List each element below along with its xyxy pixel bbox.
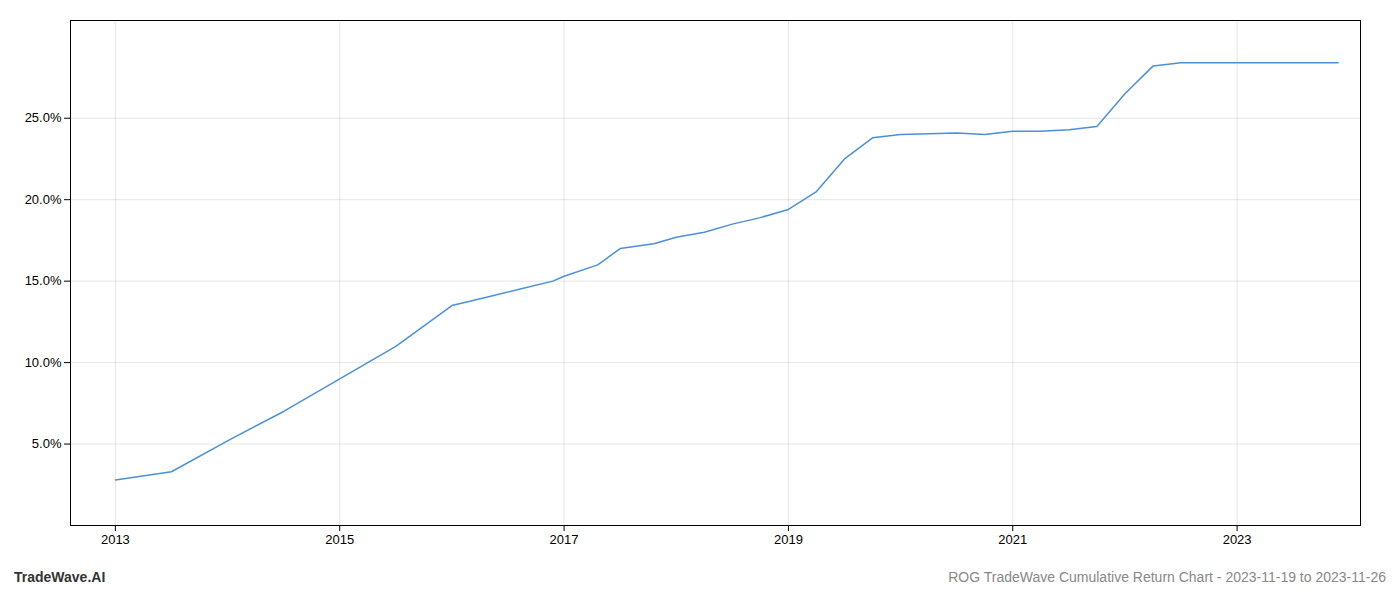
svg-text:2021: 2021 <box>998 532 1027 547</box>
svg-text:2023: 2023 <box>1223 532 1252 547</box>
svg-text:5.0%: 5.0% <box>32 436 62 451</box>
svg-text:2013: 2013 <box>101 532 130 547</box>
html-text:ROG TradeWave Cumulative Retur: ROG TradeWave Cumulative Return Chart - … <box>948 569 1386 585</box>
svg-text:25.0%: 25.0% <box>25 110 62 125</box>
html-text:TradeWave.AI: TradeWave.AI <box>14 569 106 585</box>
svg-text:2019: 2019 <box>774 532 803 547</box>
svg-text:20.0%: 20.0% <box>25 192 62 207</box>
svg-text:15.0%: 15.0% <box>25 273 62 288</box>
svg-text:2017: 2017 <box>550 532 579 547</box>
svg-text:10.0%: 10.0% <box>25 355 62 370</box>
svg-text:2015: 2015 <box>325 532 354 547</box>
